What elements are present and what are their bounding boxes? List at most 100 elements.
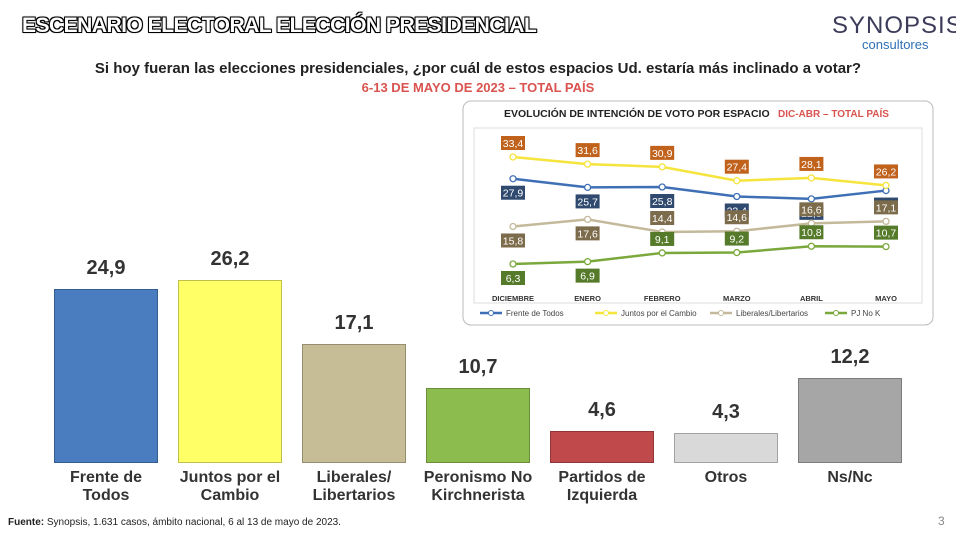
label-box	[501, 185, 525, 200]
x-tick-label: FEBRERO	[644, 294, 681, 303]
label-box	[874, 164, 898, 179]
label-box	[650, 231, 675, 246]
point	[509, 175, 517, 183]
label-box	[650, 211, 675, 226]
value-label: 30,9	[652, 148, 673, 160]
series-line	[512, 244, 887, 266]
chart-subtitle: 6-13 DE MAYO DE 2023 – TOTAL PAÍS	[361, 80, 595, 95]
point	[583, 160, 592, 168]
value-label: 10,7	[876, 228, 897, 240]
label-box	[799, 156, 824, 171]
value-label: 4,3	[712, 400, 740, 423]
label-box	[724, 159, 749, 174]
value-label: 16,6	[801, 204, 822, 216]
value-label: 27,4	[727, 162, 748, 174]
category-label: Frente de Todos	[69, 469, 142, 504]
value-label: 9,1	[655, 234, 670, 246]
series-line	[512, 155, 887, 187]
value-label: 25,8	[652, 196, 673, 208]
point	[583, 257, 592, 266]
value-label: 14,4	[652, 213, 673, 225]
value-label: 6,3	[506, 273, 521, 285]
value-label: 17,1	[334, 311, 374, 334]
legend-marker	[488, 310, 494, 316]
label-box	[575, 143, 600, 158]
footer-label: Fuente:	[8, 517, 45, 528]
footer-text: Synopsis, 1.631 casos, ámbito nacional, …	[44, 517, 341, 528]
point	[882, 217, 890, 226]
category-label: Ns/Nc	[827, 469, 873, 486]
x-tick-label: MARZO	[723, 294, 751, 303]
point	[509, 260, 517, 268]
chart-title: Si hoy fueran las elecciones presidencia…	[94, 60, 862, 77]
value-label: 14,6	[727, 212, 748, 224]
value-label: 6,9	[580, 271, 595, 283]
label-box	[650, 194, 675, 209]
point	[733, 192, 741, 201]
category-label: Liberales/ Libertarios	[312, 469, 396, 504]
bar	[54, 289, 158, 463]
value-label: 12,2	[830, 345, 870, 368]
value-label: 17,6	[577, 228, 598, 240]
point	[583, 183, 592, 192]
category-label: Otros	[704, 469, 748, 486]
label-box	[575, 226, 600, 241]
label-box	[799, 202, 824, 217]
point	[658, 163, 666, 171]
value-label: 17,1	[876, 202, 897, 214]
label-box	[650, 145, 675, 160]
x-tick-label: MAYO	[875, 294, 897, 303]
series-line	[512, 177, 887, 201]
point	[583, 215, 592, 224]
header-title: ESCENARIO ELECTORAL ELECCIÓN PRESIDENCIA…	[22, 14, 537, 37]
inset-subtitle: DIC-ABR – TOTAL PAÍS	[778, 107, 889, 120]
value-label: 31,6	[577, 145, 598, 157]
value-label: 26,2	[876, 166, 897, 178]
label-box	[501, 271, 525, 285]
logo-sub: consultores	[862, 37, 929, 52]
footer: Fuente: Synopsis, 1.631 casos, ámbito na…	[8, 517, 341, 528]
label-box	[799, 225, 824, 240]
legend-label: PJ No K	[851, 309, 881, 318]
inset-title: EVOLUCIÓN DE INTENCIÓN DE VOTO POR ESPAC…	[504, 107, 770, 120]
value-label: 28,1	[801, 159, 822, 171]
point	[733, 248, 741, 257]
point	[807, 174, 816, 182]
series-line	[512, 218, 887, 234]
value-label: 27,9	[503, 188, 524, 200]
legend-label: Juntos por el Cambio	[621, 309, 697, 318]
x-tick-label: ABRIL	[800, 294, 823, 303]
point	[509, 153, 517, 161]
point	[509, 222, 517, 231]
value-label: 10,8	[801, 227, 822, 239]
point	[807, 242, 816, 250]
label-box	[874, 200, 898, 215]
legend-label: Liberales/Libertarios	[736, 309, 808, 318]
plot-frame	[473, 127, 923, 304]
category-label: Partidos de Izquierda	[558, 469, 646, 504]
bar	[550, 430, 654, 463]
category-label: Peronismo No Kirchnerista	[423, 469, 533, 504]
bar	[178, 280, 282, 463]
legend-marker	[603, 310, 609, 316]
value-label: 25,7	[577, 196, 598, 208]
value-label: 33,4	[503, 138, 524, 150]
bar	[674, 432, 778, 463]
category-label: Juntos por el Cambio	[179, 469, 281, 504]
label-box	[575, 268, 600, 283]
legend-label: Frente de Todos	[506, 309, 564, 318]
label-box	[501, 136, 525, 150]
point	[733, 177, 741, 185]
page-number: 3	[938, 514, 945, 528]
bar	[798, 377, 902, 463]
value-label: 24,9	[86, 257, 126, 280]
logo: SYNOPSIS	[832, 12, 956, 39]
line-chart: EVOLUCIÓN DE INTENCIÓN DE VOTO POR ESPAC…	[462, 100, 934, 326]
value-label: 4,6	[588, 398, 616, 421]
bar	[426, 388, 530, 463]
point	[882, 181, 890, 190]
point	[807, 195, 816, 203]
legend-marker	[833, 310, 839, 316]
label-box	[724, 210, 749, 225]
